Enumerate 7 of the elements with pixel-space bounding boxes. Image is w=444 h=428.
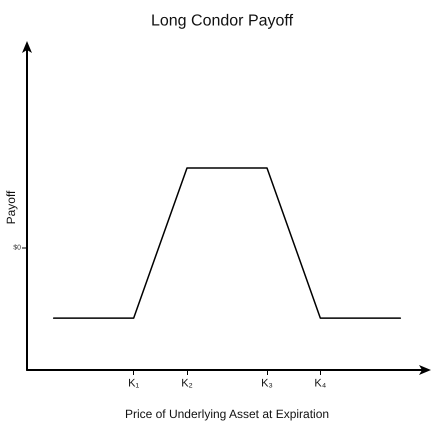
x-tick-label: K₂ (181, 378, 193, 390)
chart-title: Long Condor Payoff (150, 12, 294, 30)
x-tick-label: K₁ (128, 378, 140, 390)
x-tick-label: K₄ (314, 378, 327, 390)
x-tick-label: K₃ (261, 378, 273, 390)
y-axis-title: Payoff (4, 190, 18, 224)
x-axis-title: Price of Underlying Asset at Expiration (124, 407, 330, 421)
